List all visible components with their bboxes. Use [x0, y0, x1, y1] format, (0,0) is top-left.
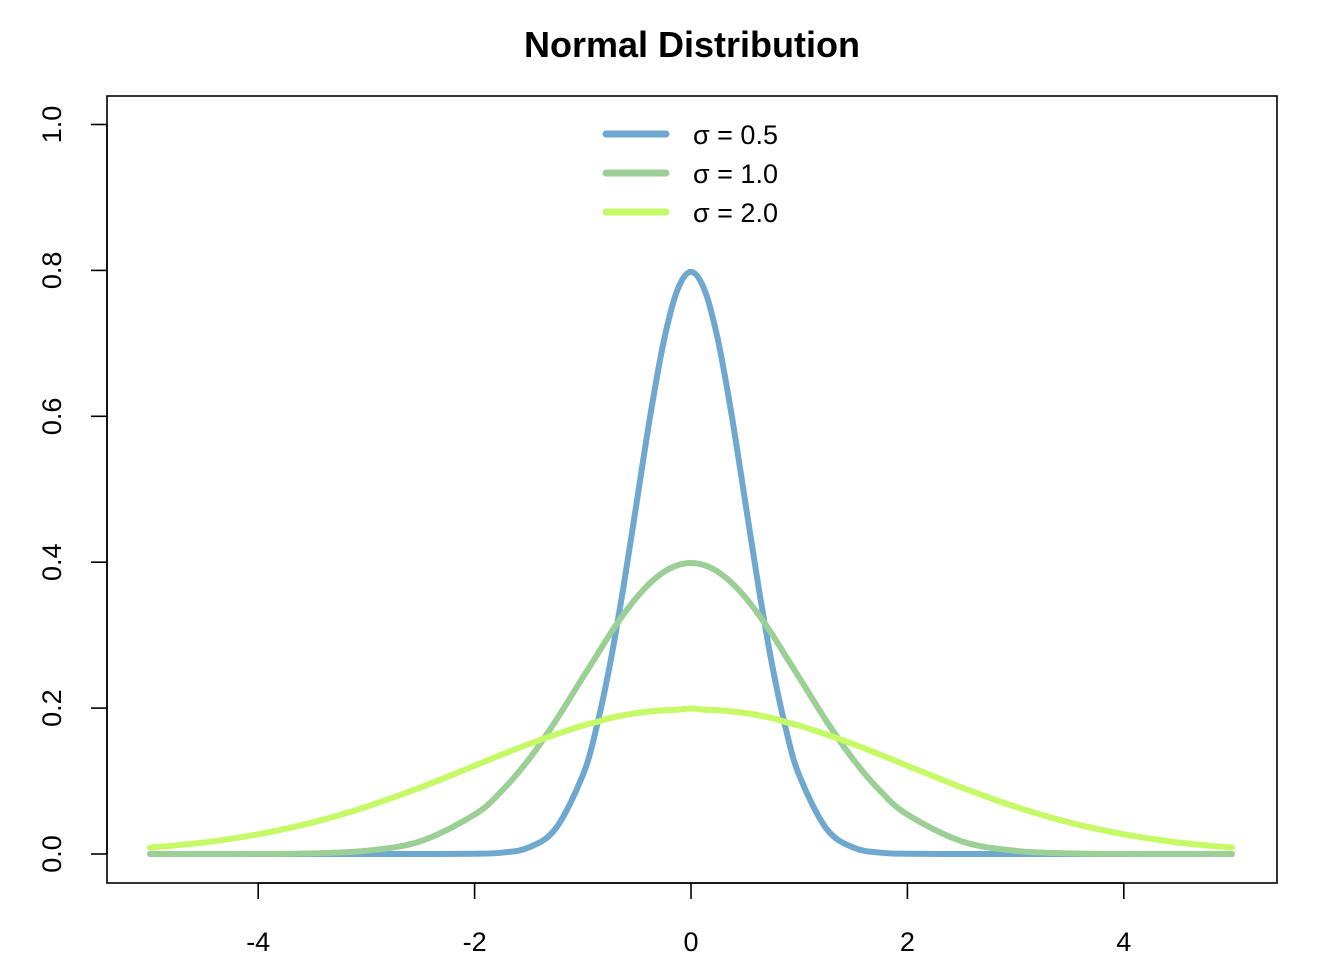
legend-label: σ = 1.0 — [693, 159, 778, 189]
y-tick-label: 0.8 — [37, 252, 67, 290]
x-tick-label: 2 — [900, 927, 915, 957]
x-axis: -4 -2 0 2 4 — [246, 882, 1131, 957]
series-line-1 — [147, 268, 1235, 858]
series-line-3 — [147, 705, 1235, 851]
y-axis: 0.0 0.2 0.4 0.6 0.8 1.0 — [37, 106, 108, 873]
y-tick-label: 0.4 — [37, 543, 67, 581]
y-tick-label: 0.2 — [37, 689, 67, 727]
plot-frame — [106, 95, 1278, 884]
chart-title: Normal Distribution — [524, 24, 860, 65]
series-layer — [147, 268, 1235, 858]
legend-label: σ = 2.0 — [693, 198, 778, 228]
y-tick-label: 1.0 — [37, 106, 67, 144]
legend-label: σ = 0.5 — [693, 120, 778, 150]
legend: σ = 0.5 σ = 1.0 σ = 2.0 — [602, 120, 778, 228]
x-tick-label: -2 — [463, 927, 487, 957]
x-tick-label: 4 — [1116, 927, 1131, 957]
y-tick-label: 0.0 — [37, 835, 67, 873]
x-tick-label: 0 — [683, 927, 698, 957]
y-tick-label: 0.6 — [37, 398, 67, 436]
series-line-2 — [147, 560, 1235, 857]
x-tick-label: -4 — [246, 927, 270, 957]
